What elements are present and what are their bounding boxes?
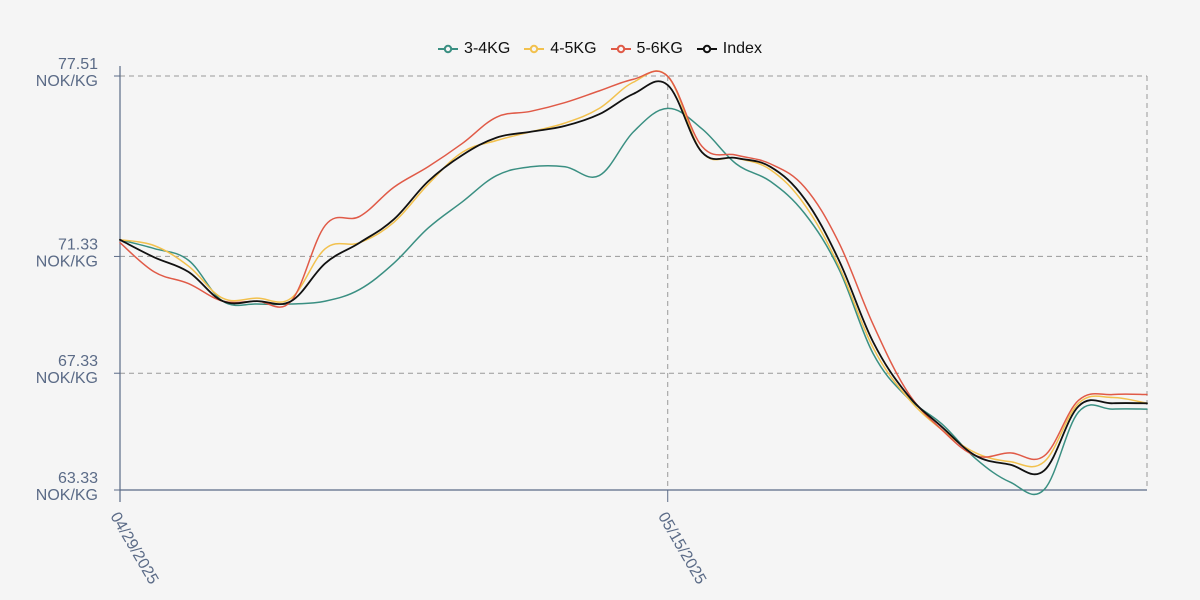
legend-swatch-index-icon [696, 44, 717, 54]
y-tick-label-line: 77.51 [58, 56, 98, 73]
y-tick-label-line: NOK/KG [36, 487, 98, 504]
chart-legend: 3-4KG 4-5KG 5-6KG Index [0, 40, 1200, 58]
y-tick-label-line: 71.33 [58, 236, 98, 253]
y-tick-label-line: NOK/KG [36, 73, 98, 90]
series-line-index[interactable] [119, 80, 1148, 476]
y-tick-label: 77.51 NOK/KG [36, 56, 98, 90]
legend-label-3-4kg: 3-4KG [464, 40, 511, 57]
y-tick-label: 71.33 NOK/KG [36, 236, 98, 270]
legend-swatch-3-4kg-icon [438, 44, 459, 54]
legend-item-4-5kg[interactable]: 4-5KG [524, 40, 597, 58]
y-tick-label-line: NOK/KG [36, 253, 98, 270]
legend-item-3-4kg[interactable]: 3-4KG [438, 40, 510, 58]
legend-label-index: Index [722, 40, 762, 57]
legend-label-5-6kg: 5-6KG [636, 40, 683, 57]
y-tick-label-line: NOK/KG [36, 370, 98, 387]
axis-layer [114, 66, 669, 502]
legend-item-5-6kg[interactable]: 5-6KG [610, 40, 683, 58]
y-tick-label-line: 63.33 [58, 470, 98, 487]
x-tick-label: 05/15/2025 [654, 510, 709, 588]
legend-item-index[interactable]: Index [696, 40, 762, 58]
series-line-4-5kg[interactable] [119, 70, 1148, 468]
y-tick-label: 67.33 NOK/KG [36, 353, 98, 387]
y-tick-label: 63.33 NOK/KG [36, 470, 98, 504]
grid-layer [120, 75, 1148, 491]
legend-label-4-5kg: 4-5KG [550, 40, 597, 57]
legend-swatch-4-5kg-icon [524, 44, 545, 54]
legend-swatch-5-6kg-icon [610, 44, 631, 54]
series-layer [119, 70, 1148, 496]
series-line-5-6kg[interactable] [119, 70, 1148, 461]
y-tick-label-line: 67.33 [58, 353, 98, 370]
x-tick-label: 04/29/2025 [107, 510, 162, 588]
series-line-3-4kg[interactable] [119, 107, 1148, 496]
